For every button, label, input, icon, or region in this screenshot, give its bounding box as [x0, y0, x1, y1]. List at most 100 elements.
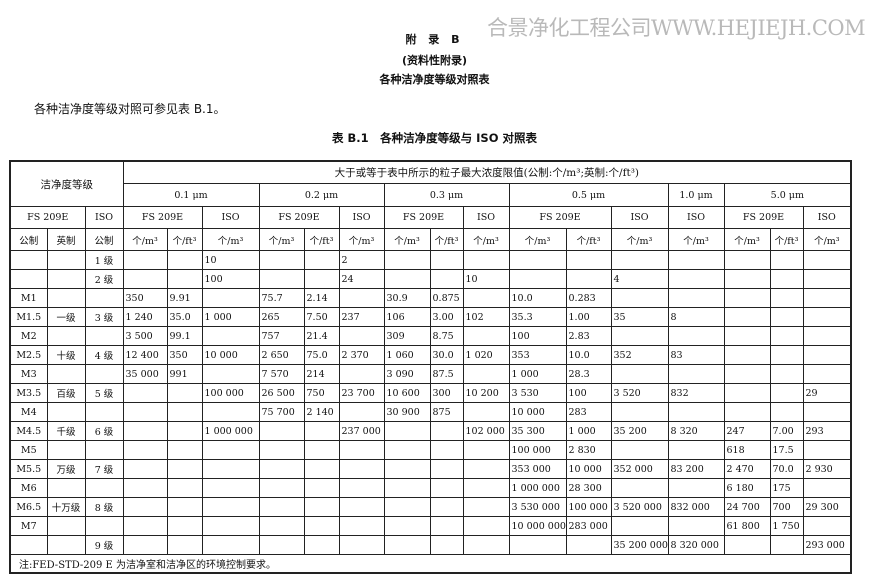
table-cell: [166, 459, 203, 479]
table-cell: [429, 421, 464, 441]
table-cell: 30.0: [429, 345, 464, 365]
table-cell: [46, 516, 86, 536]
header-std-iso: ISO: [338, 206, 385, 229]
table-cell: 1 000 000: [201, 421, 260, 441]
header-concentration-limit: 大于或等于表中所示的粒子最大浓度限值(公制:个/m³;英制:个/ft³): [122, 160, 852, 184]
table-cell: [723, 402, 771, 422]
table-cell: [303, 269, 340, 289]
table-cell: 300: [429, 383, 464, 403]
table-row: M3.5 百级 5 级 100 000 26 500 750 23 700 10 600 300…: [9, 383, 852, 403]
table-cell: [338, 440, 385, 460]
table-cell: [723, 288, 771, 308]
table-cell: [508, 250, 567, 270]
table-cell: [9, 535, 48, 555]
table-cell: 一级: [46, 307, 86, 327]
table-cell: 293 000: [802, 535, 852, 555]
table-row: M5.5 万级 7 级 353 000 10 000 352 000 83 200 2 470…: [9, 459, 852, 479]
table-cell: 3 530: [508, 383, 567, 403]
table-cell: [122, 269, 168, 289]
table-cell: [383, 516, 431, 536]
table-cell: 991: [166, 364, 203, 384]
table-cell: 10 000: [565, 459, 612, 479]
table-cell: [667, 478, 725, 498]
table-cell: 千级: [46, 421, 86, 441]
table-cell: 3 级: [84, 307, 124, 327]
table-cell: 29 300: [802, 497, 852, 517]
table-cell: 102 000: [462, 421, 510, 441]
table-cell: [84, 402, 124, 422]
table-cell: 35.0: [166, 307, 203, 327]
table-cell: [723, 250, 771, 270]
table-cell: [338, 516, 385, 536]
table-cell: 35 300: [508, 421, 567, 441]
table-cell: [383, 440, 431, 460]
table-cell: 2: [338, 250, 385, 270]
table-cell: 2 470: [723, 459, 771, 479]
table-cell: [769, 535, 804, 555]
header-unit-ft3: 个/ft³: [769, 228, 804, 251]
table-cell: [201, 459, 260, 479]
table-cell: 8 320 000: [667, 535, 725, 555]
table-cell: [802, 478, 852, 498]
table-cell: [667, 364, 725, 384]
header-unit-m3: 个/m³: [802, 228, 852, 251]
table-cell: [383, 269, 431, 289]
table-row: M4.5 千级 6 级 1 000 000 237 000 102 000 35 300 1 …: [9, 421, 852, 441]
table-cell: [769, 288, 804, 308]
table-cell: 3 520 000: [610, 497, 669, 517]
table-cell: [508, 269, 567, 289]
header-std-iso: ISO: [462, 206, 510, 229]
table-cell: 6 180: [723, 478, 771, 498]
table-cell: [166, 383, 203, 403]
table-cell: [46, 478, 86, 498]
table-cell: 9.91: [166, 288, 203, 308]
table-cell: [769, 402, 804, 422]
table-cell: 35 000: [122, 364, 168, 384]
table-cell: [303, 250, 340, 270]
table-cell: 757: [258, 326, 305, 346]
table-cell: 353: [508, 345, 567, 365]
header-unit-ft3: 个/ft³: [166, 228, 203, 251]
header-size-0.5: 0.5 μm: [508, 183, 669, 207]
table-cell: [303, 516, 340, 536]
table-cell: [802, 288, 852, 308]
table-cell: [610, 516, 669, 536]
table-cell: 7 570: [258, 364, 305, 384]
table-cell: [462, 497, 510, 517]
table-cell: [769, 364, 804, 384]
table-cell: [303, 478, 340, 498]
table-cell: 十级: [46, 345, 86, 365]
table-cell: 10 000: [508, 402, 567, 422]
table-cell: M4.5: [9, 421, 48, 441]
table-cell: 7.00: [769, 421, 804, 441]
table-cell: [462, 402, 510, 422]
table-cell: 2 930: [802, 459, 852, 479]
table-cell: [429, 497, 464, 517]
table-cell: 12 400: [122, 345, 168, 365]
table-cell: [201, 288, 260, 308]
header-unit-m3: 个/m³: [383, 228, 431, 251]
table-cell: [723, 326, 771, 346]
table-cell: [429, 250, 464, 270]
table-cell: [802, 402, 852, 422]
header-metric: 公制: [84, 228, 124, 251]
table-cell: [429, 478, 464, 498]
header-std-iso: ISO: [667, 206, 725, 229]
table-cell: [258, 250, 305, 270]
table-cell: 5 级: [84, 383, 124, 403]
table-cell: [166, 421, 203, 441]
table-cell: 75.7: [258, 288, 305, 308]
table-cell: 6 级: [84, 421, 124, 441]
table-cell: 十万级: [46, 497, 86, 517]
table-cell: 352: [610, 345, 669, 365]
table-row: 2 级 100 24 10 4: [9, 269, 852, 289]
table-cell: 10.0: [508, 288, 567, 308]
table-cell: [258, 478, 305, 498]
table-caption: 表 B.1 各种洁净度等级与 ISO 对照表: [332, 131, 537, 145]
table-cell: 293: [802, 421, 852, 441]
table-cell: 100 000: [508, 440, 567, 460]
table-cell: M1: [9, 288, 48, 308]
table-cell: 29: [802, 383, 852, 403]
table-cell: [462, 516, 510, 536]
header-unit-m3: 个/m³: [610, 228, 669, 251]
